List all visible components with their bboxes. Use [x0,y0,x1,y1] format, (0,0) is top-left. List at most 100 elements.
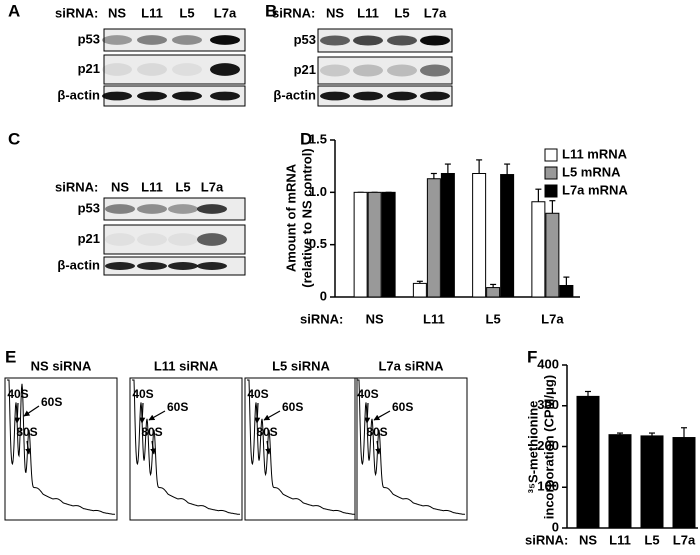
lane-label: NS [111,179,129,194]
blot-band [197,233,227,246]
legend-label: L11 mRNA [562,146,628,161]
y-tick-label: 100 [537,479,559,494]
protein-label: p53 [78,200,100,215]
peak-label: 80S [16,425,37,439]
peak-arrow [25,440,32,455]
peak-label: 40S [247,387,268,401]
profile-title: L7a siRNA [378,358,444,373]
y-axis-label: Amount of mRNA [283,163,298,272]
blot-band [137,35,167,45]
blot-band [387,64,417,77]
bar [608,434,632,529]
protein-label: β-actin [273,87,316,102]
bar [672,437,696,529]
blot-band [320,64,350,77]
blot-band [172,63,202,76]
x-tick-label: L11 [609,532,631,547]
peak-arrow [254,402,261,424]
peak-label: 40S [7,387,28,401]
panel-label: D [300,129,312,148]
lane-header: siRNA: [55,179,98,194]
peak-arrow [265,440,272,455]
blot-band [420,64,450,77]
peak-arrow [364,402,371,424]
blot-band [197,204,227,214]
profile-curve [7,379,116,515]
peak-arrow [263,410,281,421]
panel-label: C [8,129,20,148]
blot-band [137,63,167,76]
bar [426,178,441,298]
blot-band [210,63,240,76]
x-tick-label: L5 [644,532,659,547]
y-tick-label: 200 [537,438,559,453]
blot-strip [317,28,453,53]
bar [500,174,515,298]
protein-label: β-actin [57,87,100,102]
lane-label: NS [108,5,126,20]
blot-band [105,204,135,214]
peak-label: 60S [392,400,413,414]
blot-band [137,91,167,101]
bar [576,395,600,529]
lane-label: L11 [141,179,163,194]
bar [367,191,382,298]
protein-label: p21 [294,62,316,77]
bar [472,172,487,298]
y-tick-label: 0 [552,519,559,534]
bar [486,287,501,298]
peak-label: 60S [282,400,303,414]
blot-band [197,262,227,270]
blot-band [105,233,135,246]
blot-band [210,91,240,101]
blot-band [172,91,202,101]
profile-frame [4,377,118,521]
y-tick-label: 0.5 [309,236,327,251]
y-axis-label: ³⁵S-methionine [525,401,540,494]
bar [640,435,664,529]
blot-strip [317,85,453,107]
peak-arrow [150,440,157,455]
peak-label: 80S [256,425,277,439]
lane-label: L7a [201,179,224,194]
peak-arrow [375,440,382,455]
blot-band [137,262,167,270]
x-tick-label: NS [366,311,384,326]
bar [412,282,427,298]
blot-band [353,64,383,77]
blot-band [420,35,450,46]
profile-title: NS siRNA [31,358,92,373]
legend-swatch [544,166,558,180]
peak-arrow [373,410,391,421]
profile-curve [357,379,466,515]
bar [531,201,546,298]
legend-label: L7a mRNA [562,182,628,197]
lane-label: L11 [357,5,379,20]
peak-label: 60S [167,400,188,414]
x-axis-label: siRNA: [525,532,568,547]
lane-label: L7a [214,5,237,20]
y-axis-label: incorporation (CPM/μg) [541,375,556,519]
blot-band [102,63,132,76]
peak-arrow [148,410,166,421]
panel-label: B [265,1,277,20]
profile-frame [129,377,243,521]
blot-band [353,91,383,101]
bar [545,212,560,298]
peak-label: 60S [41,395,62,409]
profile-curve [247,379,356,515]
blot-band [210,35,240,45]
legend-swatch [544,184,558,198]
blot-band [102,35,132,45]
lane-label: L7a [424,5,447,20]
protein-label: β-actin [57,257,100,272]
profile-frame [354,377,468,521]
y-tick-label: 0 [320,288,327,303]
y-tick-label: 1.0 [309,184,327,199]
x-tick-label: L7a [541,311,564,326]
blot-band [102,91,132,101]
legend-swatch [544,148,558,162]
protein-label: p21 [78,231,100,246]
x-tick-label: L11 [423,311,445,326]
protein-label: p21 [78,61,100,76]
